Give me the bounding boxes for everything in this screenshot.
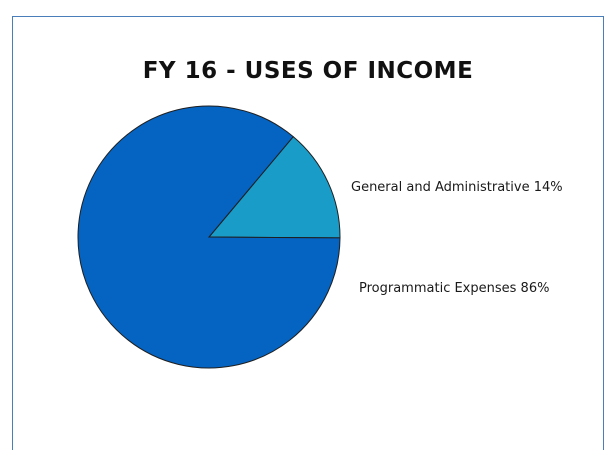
slice-label-general-administrative: General and Administrative 14% [351, 180, 563, 195]
pie-slice-programmatic-expenses [77, 105, 341, 369]
pie-slice-general-and-administrative [207, 135, 341, 239]
slice-label-programmatic-expenses: Programmatic Expenses 86% [359, 281, 550, 296]
chart-title: FY 16 - USES OF INCOME [142, 58, 474, 84]
